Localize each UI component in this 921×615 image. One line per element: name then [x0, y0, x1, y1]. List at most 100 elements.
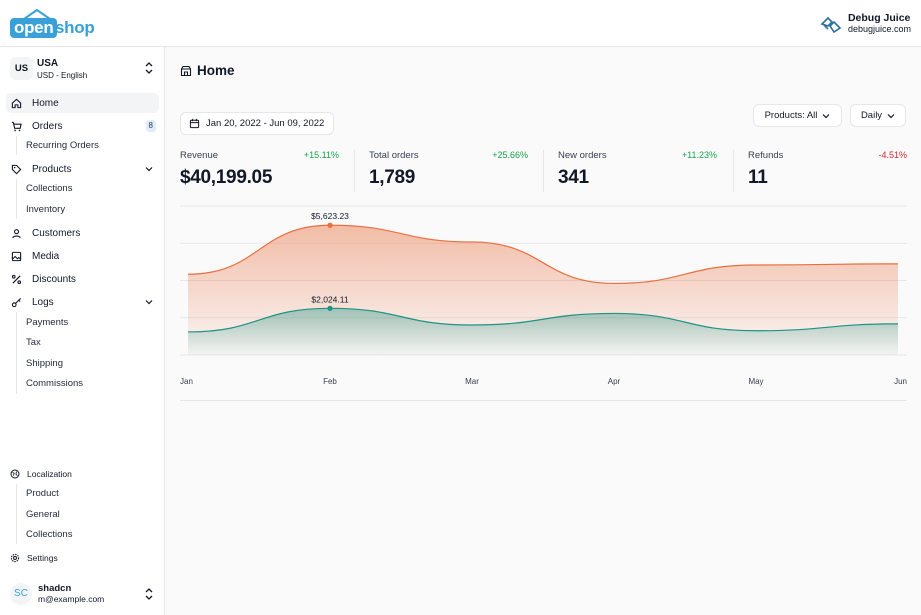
sidebar-item-label: Home [32, 97, 59, 109]
chart-x-tick-label: May [748, 377, 763, 386]
brand-link[interactable]: Debug Juice debugjuice.com [820, 13, 911, 35]
sidebar-subitem-payments[interactable]: Payments [26, 317, 69, 328]
chart-bottom-divider [180, 400, 907, 401]
stat-delta: +15.11% [303, 150, 339, 160]
user-name: shadcn [38, 583, 72, 594]
stat-divider [733, 150, 734, 192]
stat-value: 11 [748, 167, 768, 188]
logs-submenu-line [16, 312, 17, 394]
chart-line-series-2 [187, 307, 899, 333]
cart-icon [11, 121, 22, 132]
chart-x-tick-label: Apr [608, 377, 621, 386]
sidebar-item-orders[interactable]: Orders 8 [6, 116, 159, 136]
sidebar-subitem-localization-general[interactable]: General [26, 509, 60, 520]
localization-submenu-line [16, 484, 17, 544]
page-title: Home [180, 63, 235, 78]
store-currency-language: USD - English [37, 71, 88, 80]
stat-delta: +25.66% [492, 150, 528, 160]
user-icon [11, 228, 22, 239]
store-switcher[interactable]: US USA USD - English [10, 57, 158, 83]
sidebar-subitem-localization-product[interactable]: Product [26, 488, 59, 499]
stat-delta: +11.23% [681, 150, 717, 160]
sidebar-item-media[interactable]: Media [6, 246, 159, 266]
user-menu[interactable]: SC shadcn m@example.com [10, 581, 158, 607]
store-badge: US [10, 57, 33, 80]
stat-label: New orders [558, 150, 607, 161]
page-title-text: Home [197, 63, 235, 78]
stat-new-orders[interactable]: New orders +11.23% 341 [558, 150, 717, 194]
orders-submenu-line [16, 136, 17, 155]
store-icon [180, 65, 192, 76]
sidebar-item-label: Products [32, 163, 72, 175]
stat-refunds[interactable]: Refunds -4.51% 11 [748, 150, 907, 194]
stat-delta: -4.51% [878, 150, 907, 160]
sidebar-subitem-tax[interactable]: Tax [26, 337, 41, 348]
chart-x-tick-label: Feb [323, 377, 337, 386]
key-icon [11, 297, 22, 308]
period-value: Daily [860, 110, 883, 121]
sidebar-item-label: Media [32, 250, 60, 262]
sidebar-subitem-shipping[interactable]: Shipping [26, 358, 63, 369]
sidebar-subitem-recurring-orders[interactable]: Recurring Orders [26, 140, 99, 151]
period-select[interactable]: Daily [850, 104, 906, 127]
sidebar-subitem-commissions[interactable]: Commissions [26, 378, 84, 389]
image-icon [11, 251, 22, 262]
revenue-orders-chart[interactable]: $5,623.23 $2,024.11 Jan Feb Mar Apr May Jun [180, 205, 907, 401]
chevrons-up-down-icon [145, 62, 153, 74]
stat-revenue[interactable]: Revenue +15.11% $40,199.05 [180, 150, 339, 194]
chart-x-tick-label: Jan [180, 377, 193, 386]
products-submenu-line [16, 179, 17, 219]
date-range-text: Jan 20, 2022 - Jun 09, 2022 [206, 118, 325, 129]
stat-total-orders[interactable]: Total orders +25.66% 1,789 [369, 150, 528, 194]
stat-label: Refunds [748, 150, 784, 161]
debug-juice-logo-icon [820, 16, 842, 33]
sidebar-item-label: Discounts [32, 273, 76, 285]
sidebar-item-settings[interactable]: Settings [10, 551, 58, 565]
chart-svg: $5,623.23 $2,024.11 Jan Feb Mar Apr May Jun [180, 205, 907, 386]
brand-name: Debug Juice [847, 12, 911, 24]
sidebar-subitem-collections[interactable]: Collections [26, 183, 73, 194]
chevron-down-icon [887, 113, 895, 118]
logo-roof-icon [23, 9, 51, 19]
home-icon [11, 98, 22, 109]
percent-icon [11, 274, 22, 285]
stats-row: Revenue +15.11% $40,199.05 Total orders … [180, 150, 907, 198]
calendar-icon [189, 118, 200, 129]
top-bar: open shop Debug Juice debugjuice.com [0, 0, 921, 47]
brand-url: debugjuice.com [847, 24, 911, 34]
stat-label: Total orders [369, 150, 419, 161]
sidebar-item-localization[interactable]: Localization [10, 467, 72, 481]
sidebar-item-customers[interactable]: Customers [6, 223, 159, 243]
stat-divider [354, 150, 355, 192]
sidebar-item-logs[interactable]: Logs [6, 292, 159, 312]
sidebar-item-home[interactable]: Home [6, 93, 159, 113]
chart-x-tick-label: Jun [894, 377, 907, 386]
stat-value: 1,789 [369, 167, 416, 188]
openshop-logo[interactable]: open shop [10, 9, 95, 39]
avatar: SC [10, 583, 32, 605]
gear-icon [10, 553, 20, 563]
sidebar-item-label: Orders [32, 120, 63, 132]
products-filter-select[interactable]: Products: All [753, 104, 842, 127]
chart-x-tick-label: Mar [465, 377, 479, 386]
sidebar-subitem-localization-collections[interactable]: Collections [26, 529, 73, 540]
chevron-down-icon [822, 113, 830, 118]
sidebar-subitem-inventory[interactable]: Inventory [26, 204, 66, 215]
date-range-picker[interactable]: Jan 20, 2022 - Jun 09, 2022 [180, 112, 334, 135]
sidebar-item-discounts[interactable]: Discounts [6, 269, 159, 289]
stat-value: 341 [558, 167, 589, 188]
stat-value: $40,199.05 [180, 167, 273, 188]
sidebar-item-label: Customers [32, 227, 81, 239]
sidebar-item-products[interactable]: Products [6, 159, 159, 179]
chevron-down-icon [145, 300, 153, 305]
sidebar-item-label: Logs [32, 296, 54, 308]
main-content: Home Jan 20, 2022 - Jun 09, 2022 Product… [165, 47, 921, 615]
user-email: m@example.com [38, 594, 105, 604]
store-name: USA [37, 58, 59, 69]
chart-point-marker [327, 222, 333, 228]
stat-label: Revenue [180, 150, 219, 161]
chart-area-series-2 [188, 308, 898, 355]
stat-divider [543, 150, 544, 192]
chevron-down-icon [145, 167, 153, 172]
chart-line-series-1 [187, 224, 899, 285]
